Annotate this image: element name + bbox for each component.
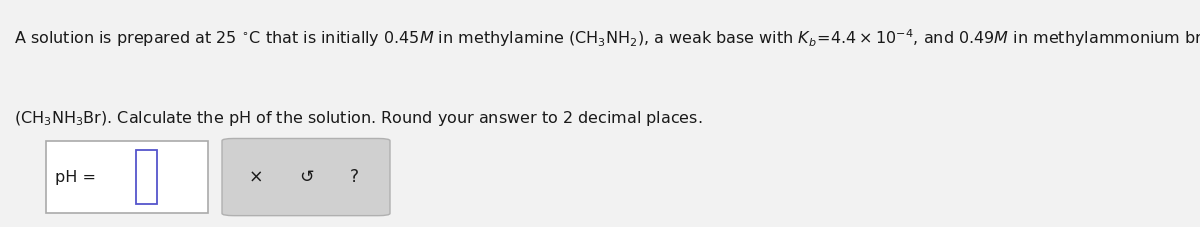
Text: A solution is prepared at 25 $^{\circ}$C that is initially 0.45$\mathit{M}$ in m: A solution is prepared at 25 $^{\circ}$C… bbox=[14, 27, 1200, 49]
Text: $\left(\mathrm{CH_3NH_3Br}\right)$. Calculate the pH of the solution. Round your: $\left(\mathrm{CH_3NH_3Br}\right)$. Calc… bbox=[14, 109, 703, 128]
FancyBboxPatch shape bbox=[46, 141, 208, 213]
Text: ↺: ↺ bbox=[299, 168, 313, 186]
Text: ?: ? bbox=[349, 168, 359, 186]
FancyBboxPatch shape bbox=[136, 150, 157, 204]
Text: ×: × bbox=[248, 168, 263, 186]
FancyBboxPatch shape bbox=[222, 138, 390, 216]
Text: pH =: pH = bbox=[55, 170, 101, 185]
